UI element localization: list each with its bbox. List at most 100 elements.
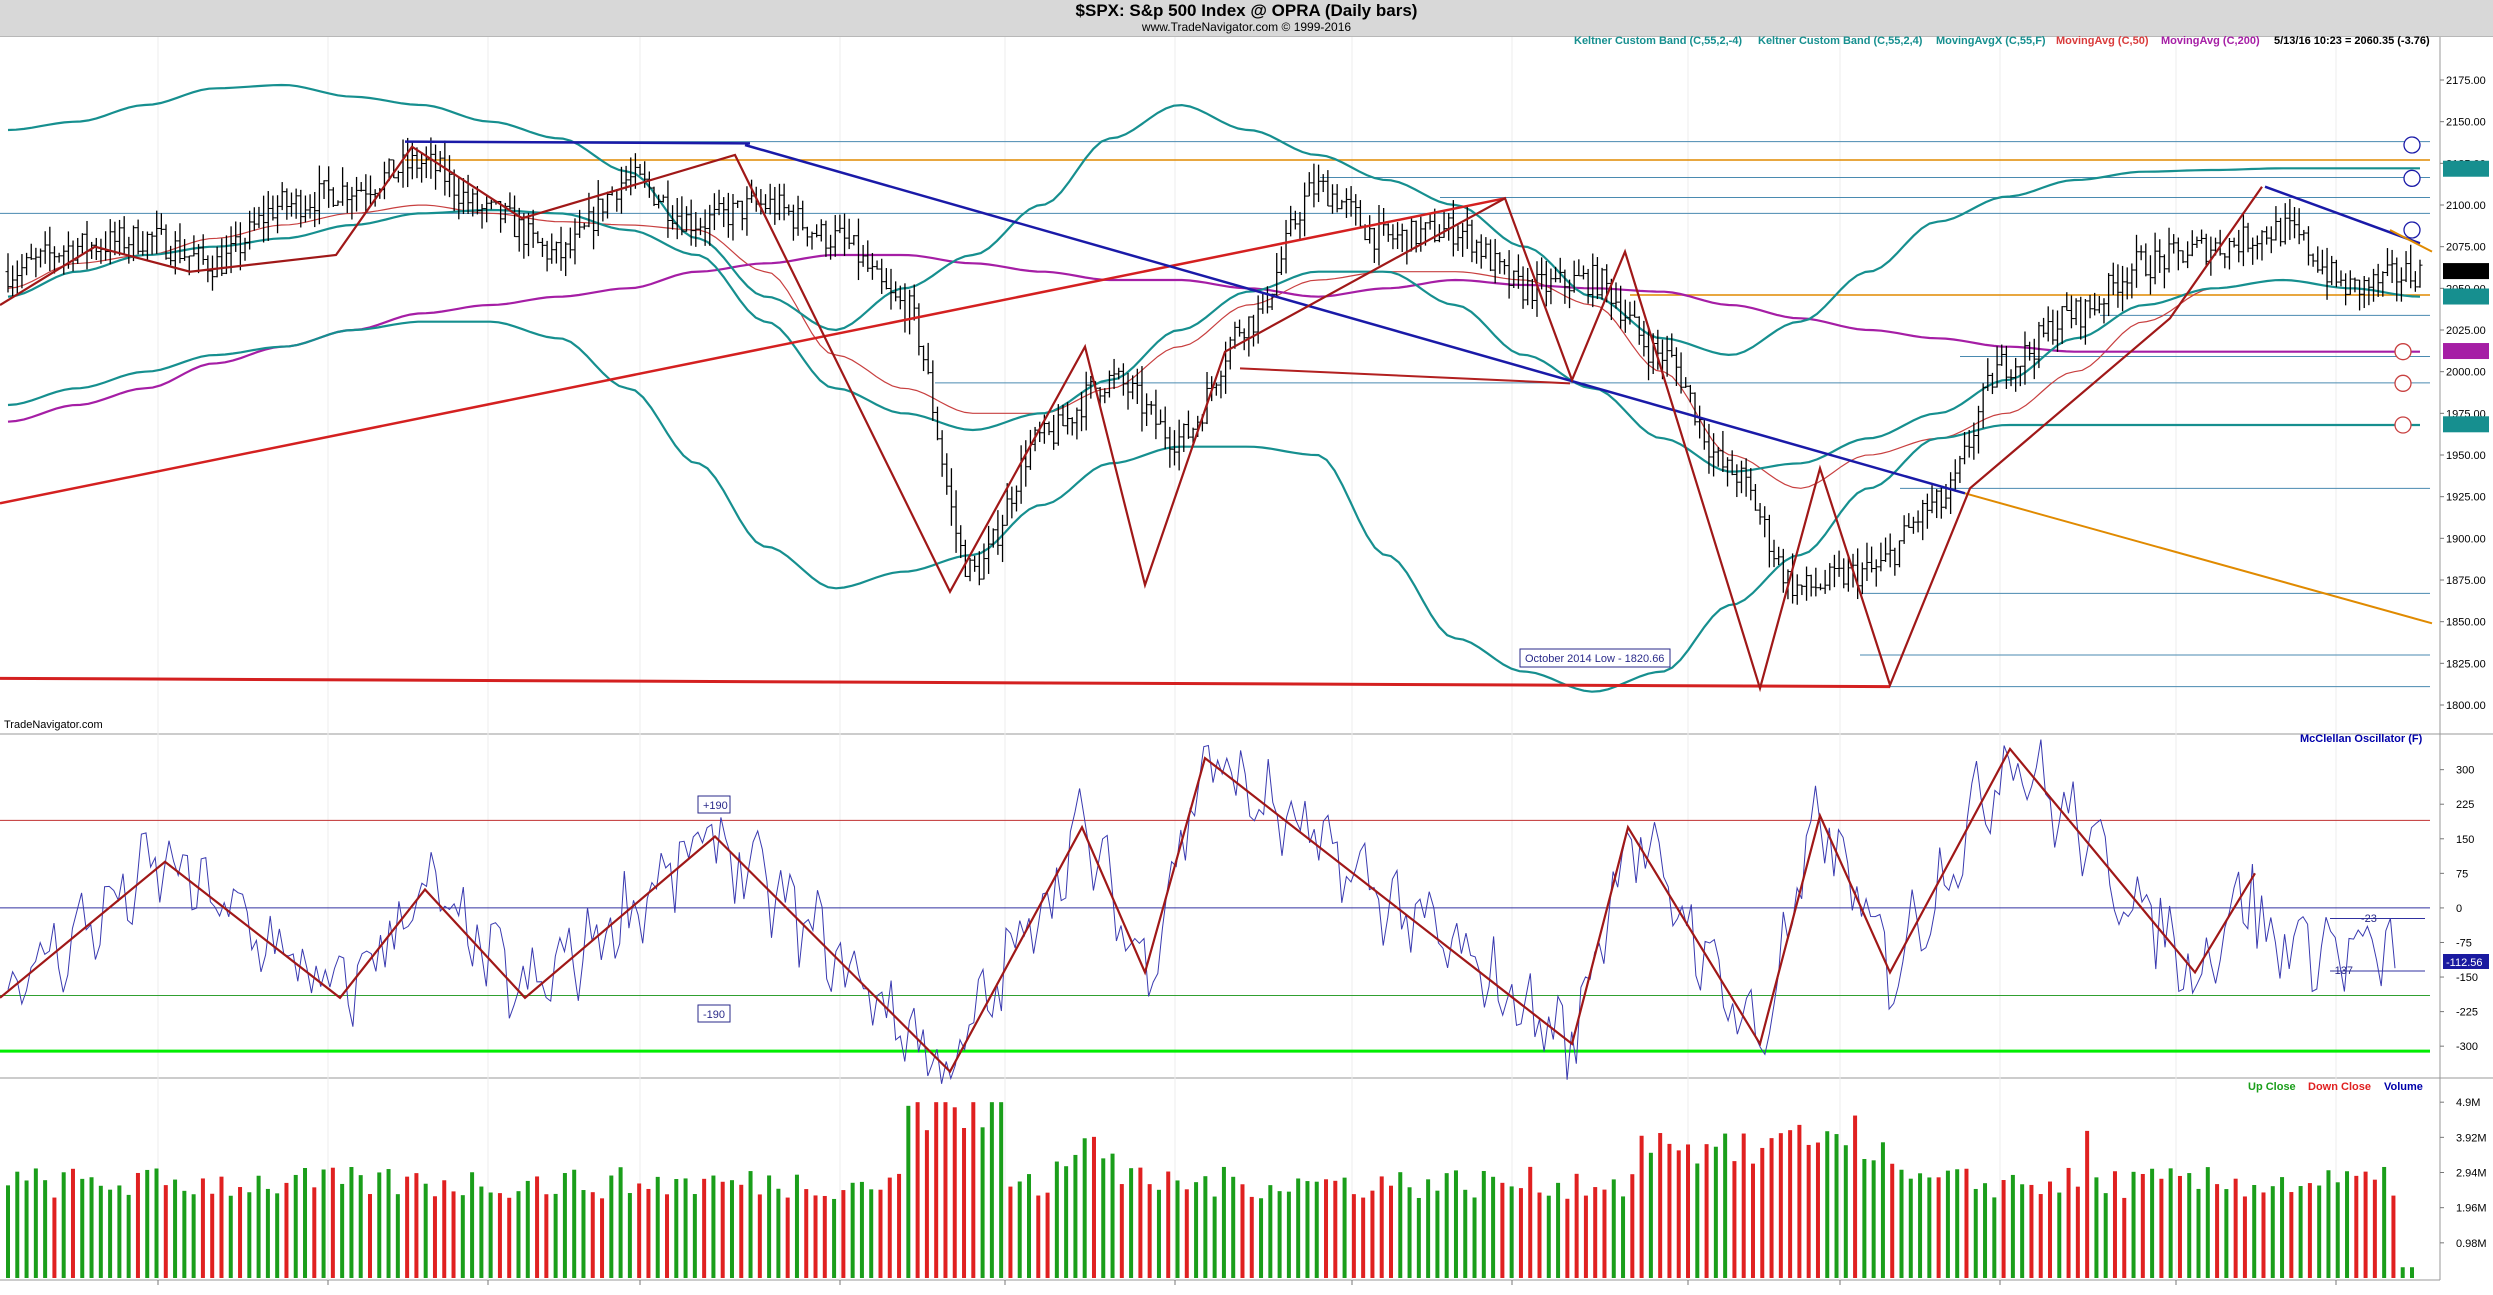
- oscillator-zigzag: [0, 746, 2256, 1074]
- volume-bar: [1175, 1180, 1180, 1278]
- volume-bar: [1194, 1182, 1199, 1278]
- volume-bar: [711, 1175, 716, 1278]
- volume-bar: [349, 1167, 354, 1278]
- price-tick-label: 1925.00: [2446, 492, 2486, 504]
- volume-bar: [2363, 1171, 2368, 1278]
- volume-bar: [1398, 1172, 1403, 1278]
- volume-bar: [1240, 1184, 1245, 1278]
- volume-bar: [1908, 1178, 1913, 1278]
- price-tick-label: 2100.00: [2446, 200, 2486, 212]
- chart-title: $SPX: S&p 500 Index @ OPRA (Daily bars): [1075, 1, 1418, 20]
- volume-bar: [1305, 1181, 1310, 1278]
- legend-movingavg-200: MovingAvg (C,200): [2161, 35, 2260, 47]
- volume-bar: [2335, 1182, 2340, 1278]
- volume-bar: [340, 1183, 345, 1278]
- price-tick-label: 2175.00: [2446, 75, 2486, 87]
- volume-bar: [1453, 1170, 1458, 1278]
- volume-bar: [2242, 1196, 2247, 1278]
- volume-bar: [1361, 1197, 1366, 1278]
- legend-keltner-upper: Keltner Custom Band (C,55,2,4): [1758, 35, 1923, 47]
- volume-bar: [618, 1167, 623, 1278]
- volume-bar: [2270, 1186, 2275, 1278]
- volume-bar: [748, 1171, 753, 1278]
- volume-bar: [2298, 1186, 2303, 1278]
- level-circle-marker: [2394, 343, 2412, 361]
- volume-bar: [1732, 1161, 1737, 1278]
- volume-bar: [2168, 1168, 2173, 1278]
- osc-tick-label: -150: [2456, 972, 2478, 984]
- volume-bar: [1862, 1158, 1867, 1278]
- volume-bar: [1064, 1166, 1069, 1278]
- volume-bar: [2075, 1186, 2080, 1278]
- legend-last-price: 5/13/16 10:23 = 2060.35 (-3.76): [2274, 35, 2430, 47]
- vol-tick-label: 3.92M: [2456, 1132, 2487, 1144]
- volume-bar: [367, 1194, 372, 1278]
- title-bar: $SPX: S&p 500 Index @ OPRA (Daily bars) …: [0, 0, 2493, 37]
- volume-bar: [108, 1189, 113, 1278]
- volume-bar: [1444, 1173, 1449, 1278]
- support-line: [0, 676, 1891, 689]
- price-value-tag: [2443, 416, 2489, 433]
- copyright-text: www.TradeNavigator.com © 1999-2016: [1141, 20, 1352, 34]
- volume-bar: [191, 1194, 196, 1278]
- osc-value-tag: [2443, 954, 2489, 969]
- plus190-box: [697, 795, 731, 814]
- volume-bar: [2215, 1184, 2220, 1278]
- volume-bar: [293, 1174, 298, 1278]
- osc-tick-label: -75: [2456, 937, 2472, 949]
- volume-bar: [915, 1102, 920, 1278]
- volume-bar: [2391, 1195, 2396, 1278]
- price-gridlines: [157, 37, 2337, 1280]
- volume-bar: [2131, 1171, 2136, 1278]
- volume-bar: [822, 1195, 827, 1278]
- osc-tick-label: 75: [2456, 868, 2468, 880]
- volume-bar: [980, 1127, 985, 1278]
- volume-bar: [238, 1187, 243, 1278]
- volume-bar: [1964, 1168, 1969, 1278]
- keltner-upper-line: [7, 83, 2420, 357]
- volume-bar: [2122, 1197, 2127, 1278]
- volume-bar: [1324, 1179, 1329, 1278]
- volume-bar: [210, 1193, 215, 1278]
- volume-bar: [999, 1102, 1004, 1278]
- volume-bar: [683, 1178, 688, 1278]
- volume-bar: [1778, 1133, 1783, 1278]
- volume-bar: [1750, 1163, 1755, 1278]
- volume-bar: [1890, 1163, 1895, 1278]
- volume-bar: [70, 1168, 75, 1278]
- volume-bar: [1676, 1150, 1681, 1278]
- volume-bar: [2020, 1184, 2025, 1278]
- falling-trendline: [744, 143, 1966, 495]
- legend-movingavgx: MovingAvgX (C,55,F): [1936, 35, 2046, 47]
- rising-trendline: [0, 197, 1506, 505]
- volume-bar: [1388, 1185, 1393, 1278]
- volume-bar: [1927, 1177, 1932, 1278]
- volume-bar: [1686, 1144, 1691, 1278]
- volume-bar: [2233, 1178, 2238, 1278]
- osc-label-minus137: -137: [2331, 965, 2353, 977]
- level-circle-marker: [2394, 374, 2412, 392]
- price-tick-label: 2000.00: [2446, 367, 2486, 379]
- volume-bar: [2345, 1171, 2350, 1278]
- volume-bar: [1314, 1181, 1319, 1278]
- volume-bar: [562, 1173, 567, 1278]
- volume-bar: [2094, 1177, 2099, 1278]
- plus190-label: +190: [703, 800, 728, 812]
- volume-bar: [962, 1127, 967, 1278]
- volume-bar: [906, 1105, 911, 1278]
- volume-bar: [1129, 1168, 1134, 1278]
- volume-bar: [497, 1193, 502, 1278]
- volume-bar: [739, 1184, 744, 1278]
- legend-up-close: Up Close: [2248, 1081, 2296, 1093]
- volume-bar: [2177, 1175, 2182, 1278]
- volume-bar: [1491, 1176, 1496, 1278]
- volume-bar: [850, 1182, 855, 1278]
- volume-bar: [1788, 1130, 1793, 1278]
- osc-tick-label: 150: [2456, 834, 2474, 846]
- volume-bar: [1769, 1138, 1774, 1278]
- volume-bar: [330, 1167, 335, 1278]
- volume-bar: [98, 1185, 103, 1278]
- volume-bar: [1351, 1194, 1356, 1278]
- volume-bar: [2400, 1267, 2405, 1278]
- volume-bar: [1221, 1166, 1226, 1278]
